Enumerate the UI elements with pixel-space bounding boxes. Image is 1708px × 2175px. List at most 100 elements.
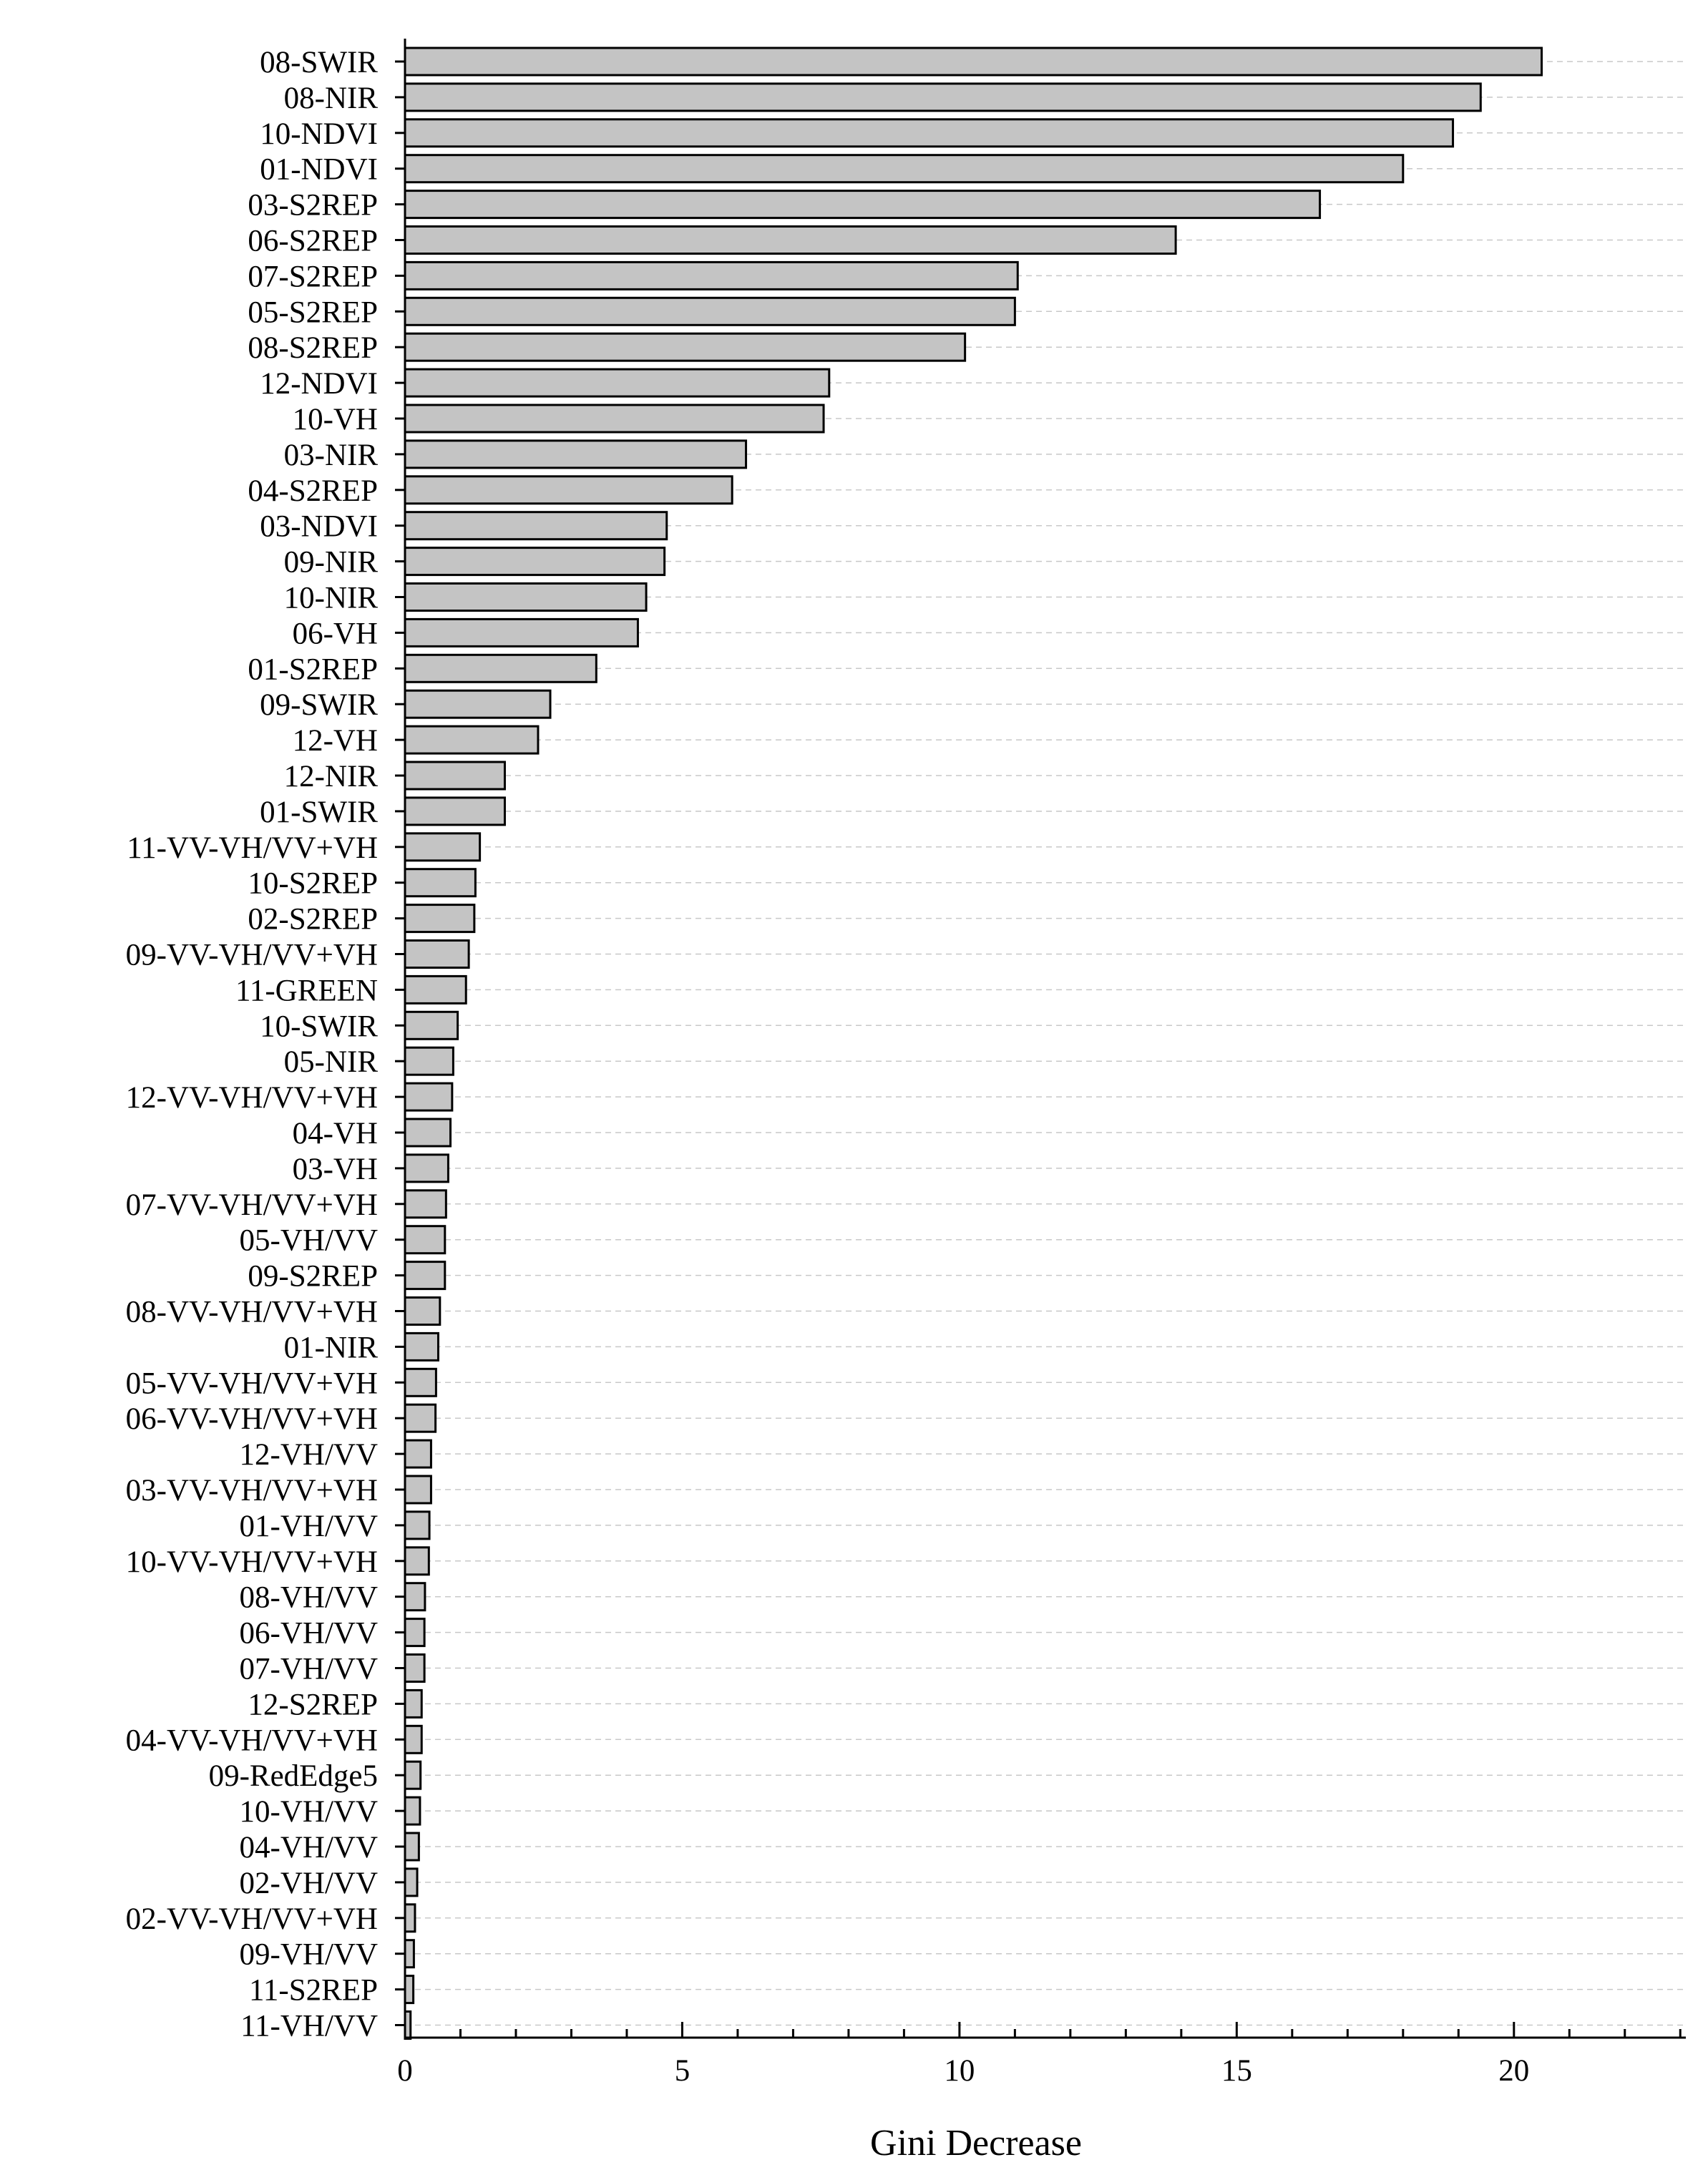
category-label: 01-NDVI xyxy=(260,153,378,187)
category-label: 09-VV-VH/VV+VH xyxy=(126,939,378,972)
x-tick-label: 20 xyxy=(1498,2054,1529,2088)
category-label: 03-VH xyxy=(293,1153,378,1186)
category-label: 03-S2REP xyxy=(248,189,378,223)
category-label: 12-S2REP xyxy=(248,1688,378,1721)
bar xyxy=(404,475,733,505)
bars xyxy=(404,47,1543,2040)
bar xyxy=(404,1331,439,1362)
bar xyxy=(404,1903,416,1933)
bar xyxy=(404,974,467,1005)
category-label: 09-S2REP xyxy=(248,1260,378,1294)
category-label: 12-VV-VH/VV+VH xyxy=(126,1081,378,1115)
bar xyxy=(404,1046,454,1076)
bar xyxy=(404,118,1455,148)
category-label: 08-VH/VV xyxy=(240,1581,378,1615)
bar xyxy=(404,154,1405,184)
bar xyxy=(404,82,1482,112)
category-label: 04-VH/VV xyxy=(240,1831,378,1864)
bar xyxy=(404,1760,422,1790)
category-label: 03-VV-VH/VV+VH xyxy=(126,1474,378,1507)
category-label: 06-VH/VV xyxy=(240,1617,378,1651)
bar xyxy=(404,1403,437,1433)
category-label: 02-VV-VH/VV+VH xyxy=(126,1902,378,1936)
bar xyxy=(404,796,506,826)
bar xyxy=(404,832,482,862)
bar xyxy=(404,1832,420,1862)
category-labels: 08-SWIR08-NIR10-NDVI01-NDVI03-S2REP06-S2… xyxy=(126,46,405,2043)
bar xyxy=(404,1939,415,1969)
category-label: 05-VH/VV xyxy=(240,1224,378,1258)
category-label: 12-NIR xyxy=(284,760,379,793)
bar xyxy=(404,1296,441,1326)
category-label: 10-VH xyxy=(293,403,378,436)
bar xyxy=(404,1546,430,1576)
grid-lines xyxy=(405,61,1686,2026)
category-label: 11-VH/VV xyxy=(240,2010,378,2043)
category-label: 01-SWIR xyxy=(260,796,378,829)
bar xyxy=(404,1582,426,1612)
bar xyxy=(404,1867,419,1897)
bar xyxy=(404,1082,454,1112)
category-label: 03-NIR xyxy=(284,439,379,472)
bar xyxy=(404,1653,426,1683)
bar xyxy=(404,1724,423,1754)
category-label: 04-VH xyxy=(293,1117,378,1150)
category-label: 06-VV-VH/VV+VH xyxy=(126,1402,378,1436)
category-label: 01-VH/VV xyxy=(240,1510,378,1543)
category-label: 05-NIR xyxy=(284,1045,379,1079)
bar xyxy=(404,582,648,612)
bar xyxy=(404,1153,449,1183)
category-label: 09-VH/VV xyxy=(240,1938,378,1972)
bar xyxy=(404,868,477,898)
bar xyxy=(404,761,506,791)
bar xyxy=(404,1367,437,1397)
bar xyxy=(404,1688,423,1719)
bar xyxy=(404,332,967,362)
x-tick-label: 5 xyxy=(675,2054,690,2088)
category-label: 03-NDVI xyxy=(260,510,378,544)
category-label: 09-SWIR xyxy=(260,688,378,722)
bar xyxy=(404,1510,431,1540)
category-label: 12-VH xyxy=(293,724,378,758)
category-label: 10-NDVI xyxy=(260,117,378,151)
x-axis-title: Gini Decrease xyxy=(870,2123,1082,2164)
category-label: 07-VH/VV xyxy=(240,1653,378,1686)
category-label: 08-SWIR xyxy=(260,46,378,79)
bar xyxy=(404,1189,447,1219)
x-ticks: 0 5 10 15 20 xyxy=(397,2022,1682,2088)
category-label: 06-VH xyxy=(293,617,378,650)
category-label: 09-NIR xyxy=(284,546,379,580)
bar xyxy=(404,1975,415,2005)
bar xyxy=(404,617,639,647)
bar xyxy=(404,904,476,934)
bar xyxy=(404,1010,459,1040)
bar xyxy=(404,225,1177,255)
bar xyxy=(404,939,470,969)
bar xyxy=(404,1618,426,1648)
category-label: 11-S2REP xyxy=(249,1974,378,2008)
category-label: 10-NIR xyxy=(284,582,379,615)
bar xyxy=(404,511,668,541)
bar xyxy=(404,296,1016,326)
category-label: 08-S2REP xyxy=(248,331,378,365)
category-label: 04-VV-VH/VV+VH xyxy=(126,1724,378,1757)
category-label: 12-NDVI xyxy=(260,367,378,401)
category-label: 08-NIR xyxy=(284,82,379,115)
bar xyxy=(404,1796,421,1826)
bar xyxy=(404,689,552,719)
category-label: 11-VV-VH/VV+VH xyxy=(127,831,378,865)
category-label: 02-VH/VV xyxy=(240,1867,378,1900)
category-label: 05-VV-VH/VV+VH xyxy=(126,1367,378,1400)
bar xyxy=(404,1439,432,1469)
category-label: 02-S2REP xyxy=(248,903,378,937)
category-label: 10-VV-VH/VV+VH xyxy=(126,1545,378,1579)
axes xyxy=(404,39,1686,2039)
category-label: 08-VV-VH/VV+VH xyxy=(126,1296,378,1329)
category-label: 07-S2REP xyxy=(248,260,378,293)
category-label: 10-S2REP xyxy=(248,867,378,901)
category-label: 12-VH/VV xyxy=(240,1438,378,1472)
category-label: 04-S2REP xyxy=(248,474,378,508)
bar xyxy=(404,439,748,469)
category-label: 11-GREEN xyxy=(235,974,378,1007)
